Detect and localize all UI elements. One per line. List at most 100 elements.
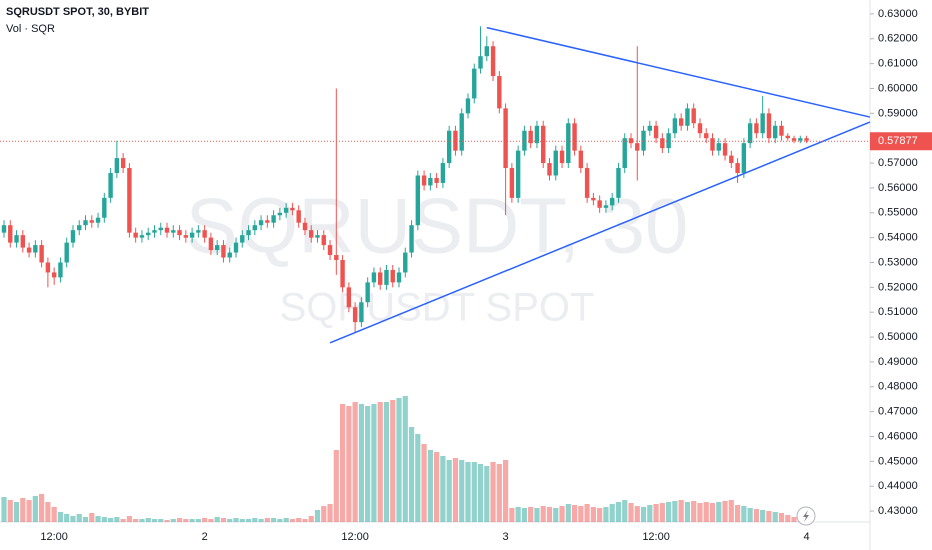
candle-body (352, 307, 358, 323)
candle-body (509, 168, 515, 198)
candle-body (453, 130, 458, 151)
y-tick-label: 0.59000 (878, 107, 918, 119)
volume-bar (515, 507, 521, 522)
volume-bar (490, 462, 496, 522)
candle-body (146, 232, 151, 236)
volume-bar (45, 502, 51, 522)
candle-body (747, 123, 753, 144)
candle-body (39, 245, 44, 263)
x-tick-label: 2 (202, 531, 208, 543)
volume-bar (383, 402, 390, 522)
volume-bar (615, 502, 622, 522)
candle-body (120, 158, 126, 169)
candle-body (647, 125, 653, 131)
candle-body (271, 215, 276, 223)
replay-icon[interactable] (796, 506, 816, 526)
volume-bar (521, 508, 528, 522)
volume-bar (289, 519, 296, 522)
volume-bar (559, 506, 565, 522)
x-tick-label: 12:00 (642, 531, 670, 543)
candle-body (403, 252, 408, 273)
volume-bar (590, 507, 596, 522)
volume-bar (271, 518, 277, 522)
candle-body (591, 197, 596, 201)
volume-bar (39, 494, 45, 522)
volume-bar (296, 518, 302, 522)
candle-body (327, 245, 333, 256)
candle-body (20, 235, 26, 248)
candle-body (635, 143, 640, 151)
candle-body (773, 125, 778, 139)
candle-body (277, 212, 283, 216)
candle-body (384, 269, 389, 285)
candle-body (597, 200, 602, 208)
candle-body (798, 138, 803, 141)
volume-bar (678, 500, 684, 522)
y-tick-label: 0.60000 (878, 82, 918, 94)
y-tick-label: 0.53000 (878, 256, 918, 268)
volume-bar (314, 510, 321, 522)
volume-bar (264, 518, 270, 522)
volume-bar (484, 466, 490, 522)
volume-bar (95, 516, 101, 522)
icon-bolt[interactable] (803, 510, 809, 522)
candle-body (334, 255, 339, 261)
volume-bar (151, 519, 158, 522)
y-tick-label: 0.63000 (878, 8, 918, 20)
candle-body (265, 220, 270, 223)
candle-body (760, 113, 765, 134)
candle-body (302, 222, 308, 231)
candle-body (108, 173, 113, 198)
volume-bar (697, 503, 703, 522)
trend-line (329, 121, 871, 344)
volume-bar (571, 505, 578, 522)
candle-body (628, 138, 634, 144)
volume-bar (51, 507, 57, 522)
volume-bar (415, 434, 421, 522)
volume-bar (634, 506, 640, 522)
candle-body (616, 168, 621, 198)
volume-bar (170, 519, 176, 522)
candle-body (741, 143, 747, 174)
candle-body (440, 163, 446, 183)
candle-body (346, 287, 352, 308)
candle-body (258, 220, 264, 226)
y-tick-label: 0.45000 (878, 455, 918, 467)
candle-body (409, 225, 414, 253)
volume-bar (666, 502, 672, 522)
candle-body (214, 245, 220, 251)
candle-body (127, 168, 132, 233)
candle-body (133, 232, 138, 238)
volume-bar (672, 501, 678, 522)
volume-bar (452, 458, 459, 522)
candle-body (691, 108, 696, 124)
candle-body (189, 232, 195, 238)
candle-body (83, 220, 88, 226)
volume-bar (57, 512, 64, 522)
candle-body (490, 46, 496, 77)
y-tick-label: 0.48000 (878, 381, 918, 393)
candle-body (446, 130, 452, 164)
volume-bar (32, 496, 38, 522)
volume-bar (64, 514, 70, 522)
volume-bar (283, 518, 289, 522)
volume-bar (609, 504, 615, 522)
volume-bar (390, 400, 396, 522)
volume-bar (503, 460, 509, 522)
y-tick-label: 0.55000 (878, 207, 918, 219)
candle-body (202, 230, 207, 238)
volume-bar (540, 506, 546, 522)
volume-bar (277, 519, 283, 522)
candle-body (359, 302, 364, 323)
watermark-name: SQRUSDT SPOT (280, 286, 595, 330)
volume-label: Vol · SQR (6, 23, 55, 35)
y-tick-label: 0.44000 (878, 480, 918, 492)
volume-bar (465, 462, 471, 522)
volume-bar (195, 519, 201, 522)
candle-body (729, 155, 734, 164)
volume-bar (321, 506, 327, 522)
y-tick-label: 0.62000 (878, 33, 918, 45)
volume-bar (245, 519, 252, 522)
y-tick-label: 0.49000 (878, 356, 918, 368)
